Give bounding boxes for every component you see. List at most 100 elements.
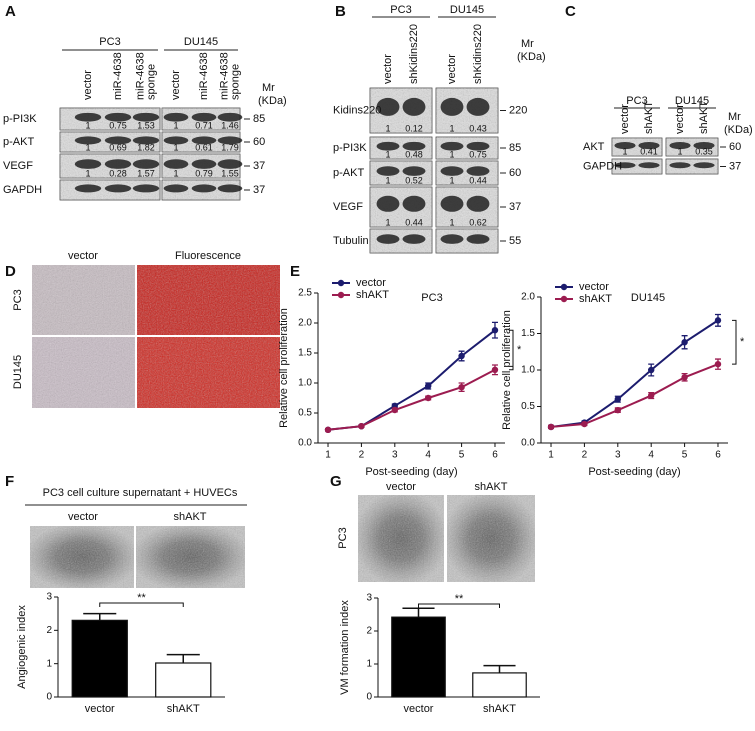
x-tick-label: 6 — [715, 450, 721, 461]
legend-marker — [560, 283, 568, 291]
quant-value: 1 — [85, 120, 90, 130]
blot-band — [376, 97, 400, 116]
data-point — [324, 426, 332, 433]
x-tick-label: shAKT — [483, 703, 516, 715]
quant-value: 0.52 — [405, 175, 423, 185]
data-point — [358, 423, 365, 430]
legend-label: vector — [356, 277, 386, 289]
y-tick-label: 1.0 — [298, 378, 312, 389]
y-axis-label: VM formation index — [339, 600, 351, 695]
quant-value: 1 — [449, 175, 454, 185]
x-tick-label: vector — [404, 703, 434, 715]
blot-band — [74, 112, 102, 122]
y-tick-label: 3 — [366, 593, 372, 604]
quant-value: 1 — [449, 217, 454, 227]
legend-marker — [337, 291, 345, 299]
blot-band — [132, 159, 160, 169]
mr-title: (KDa) — [517, 51, 546, 63]
blot-band — [104, 184, 132, 193]
panel-label: G — [330, 473, 342, 490]
blot-band — [217, 136, 243, 145]
blot-band — [191, 136, 217, 145]
y-tick-label: 0.0 — [521, 438, 535, 449]
quant-value: 0.79 — [195, 168, 213, 178]
column-header: vector — [68, 250, 98, 262]
y-axis-label: Angiogenic index — [16, 605, 28, 689]
blot-band — [402, 141, 426, 151]
quant-value: 0.62 — [469, 217, 487, 227]
x-axis-label: Post-seeding (day) — [365, 466, 457, 478]
data-point — [491, 327, 499, 334]
lane-label: shKidins220 — [472, 24, 484, 84]
blot-band — [466, 166, 490, 176]
data-point — [547, 423, 555, 431]
y-axis-label: Relative cell proliferation — [501, 310, 513, 430]
quant-value: 1.53 — [137, 120, 155, 130]
y-tick-label: 2.5 — [298, 288, 312, 299]
quant-value: 1 — [622, 146, 627, 156]
mr-title: (KDa) — [724, 124, 753, 136]
lane-label: vector — [674, 104, 686, 134]
x-tick-label: 4 — [648, 450, 654, 461]
chart-title: PC3 — [421, 292, 442, 304]
row-label: PC3 — [12, 289, 24, 310]
mr-value: 220 — [509, 104, 527, 116]
lane-label: vector — [619, 104, 631, 134]
lane-label: miR-4638 — [134, 52, 146, 100]
mr-value: 60 — [729, 141, 741, 153]
quant-value: 1 — [173, 120, 178, 130]
blot-band — [440, 166, 464, 176]
blot-band — [402, 97, 426, 116]
blot-band — [440, 195, 464, 212]
bar — [71, 619, 128, 698]
blot-band — [132, 136, 160, 145]
quant-value: 1 — [85, 168, 90, 178]
quant-value: 0.12 — [405, 123, 423, 133]
y-tick-label: 2 — [46, 625, 52, 636]
row-label: GAPDH — [583, 160, 622, 172]
quant-value: 1 — [85, 142, 90, 152]
blot-band — [669, 141, 691, 150]
micrograph-texture — [137, 265, 280, 335]
blot-band — [163, 184, 189, 193]
mr-value: 60 — [253, 136, 265, 148]
blot-band — [440, 141, 464, 151]
quant-value: 0.69 — [109, 142, 127, 152]
mr-value: 37 — [509, 201, 521, 213]
group-header: DU145 — [450, 4, 484, 16]
data-point — [424, 382, 432, 390]
row-label: Kidins220 — [333, 104, 381, 116]
data-point — [614, 396, 622, 403]
row-label: GAPDH — [3, 184, 42, 196]
quant-value: 0.28 — [109, 168, 127, 178]
data-point — [581, 420, 588, 428]
x-tick-label: 5 — [459, 450, 465, 461]
x-tick-label: 4 — [425, 450, 431, 461]
x-axis-label: Post-seeding (day) — [588, 466, 680, 478]
panel-label: A — [5, 3, 16, 20]
significance-bracket — [509, 329, 514, 371]
quant-value: 1 — [385, 123, 390, 133]
quant-value: 0.35 — [695, 146, 713, 156]
group-header: DU145 — [675, 95, 709, 107]
row-label: VEGF — [333, 201, 363, 213]
lane-label: miR-4638 — [198, 52, 210, 100]
x-tick-label: 2 — [359, 450, 365, 461]
quant-value: 1 — [449, 149, 454, 159]
quant-value: 1.55 — [221, 168, 239, 178]
lane-label: shKidins220 — [408, 24, 420, 84]
lane-label: vector — [82, 70, 94, 100]
blot-band — [104, 136, 132, 145]
quant-value: 0.44 — [405, 217, 423, 227]
quant-value: 0.44 — [469, 175, 487, 185]
quant-value: 1 — [449, 123, 454, 133]
quant-value: 1.82 — [137, 142, 155, 152]
blot-band — [191, 159, 217, 169]
blot-band — [614, 141, 636, 150]
data-point — [647, 392, 655, 399]
y-tick-label: 2.0 — [521, 292, 535, 303]
blot-band — [402, 195, 426, 212]
blot-band — [74, 184, 102, 193]
quant-value: 1.57 — [137, 168, 155, 178]
